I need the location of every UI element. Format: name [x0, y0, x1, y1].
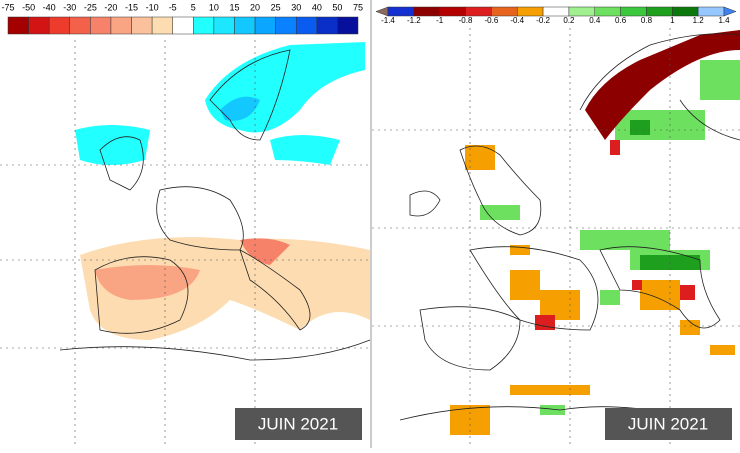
legend-label: 75	[353, 2, 363, 12]
left-map: JUIN 2021	[0, 40, 371, 448]
legend-label: 25	[271, 2, 281, 12]
legend-label: -25	[84, 2, 97, 12]
legend-label: 0.6	[615, 16, 627, 25]
legend-swatch	[151, 16, 173, 35]
legend-swatch	[697, 6, 725, 17]
legend-label: -15	[125, 2, 138, 12]
legend-label: 1.2	[693, 16, 705, 25]
anomaly-area	[585, 30, 740, 140]
map-background	[372, 28, 740, 448]
legend-label: -0.8	[459, 16, 473, 25]
anomaly-area	[450, 145, 735, 435]
legend-swatch	[254, 16, 276, 35]
legend-swatch	[413, 6, 440, 17]
anomaly-area	[75, 125, 150, 165]
legend-label: -1.2	[407, 16, 421, 25]
legend-swatch	[316, 16, 338, 35]
anomaly-area	[630, 120, 700, 270]
legend-label: -30	[63, 2, 76, 12]
legend-swatch	[594, 6, 621, 17]
legend-swatch	[110, 16, 132, 35]
legend-swatch	[69, 16, 91, 35]
right-map: JUIN 2021	[372, 28, 740, 448]
legend-label: -10	[146, 2, 159, 12]
legend-label: 10	[209, 2, 219, 12]
legend-label: 0.8	[641, 16, 653, 25]
anomaly-area	[480, 60, 740, 415]
caption: JUIN 2021	[628, 414, 708, 433]
legend-swatch	[90, 16, 112, 35]
legend-label: -50	[22, 2, 35, 12]
legend-label: -0.2	[536, 16, 550, 25]
legend-label: 20	[250, 2, 260, 12]
legend-label: -5	[169, 2, 177, 12]
anomaly-area	[95, 265, 200, 300]
coastline	[59, 49, 371, 361]
anomaly-area	[80, 237, 370, 340]
legend-swatch	[672, 6, 699, 17]
legend-swatch	[193, 16, 215, 35]
legend-swatch	[568, 6, 596, 17]
anomaly-area	[240, 238, 290, 265]
legend-swatch	[337, 16, 359, 35]
legend-swatch	[131, 16, 153, 35]
anomaly-area	[270, 135, 340, 165]
legend-swatch	[542, 6, 570, 17]
legend-label: 30	[291, 2, 301, 12]
legend-swatch	[275, 16, 297, 35]
legend-swatch	[375, 6, 389, 17]
legend-label: 15	[229, 2, 239, 12]
legend-swatch	[620, 6, 647, 17]
legend-swatch	[48, 16, 71, 35]
legend-label: 0.2	[563, 16, 575, 25]
legend-label: 0.4	[589, 16, 601, 25]
legend-label: 40	[312, 2, 322, 12]
caption-box	[235, 408, 362, 440]
legend-label: -40	[43, 2, 56, 12]
legend-swatch	[172, 16, 194, 35]
anomaly-area	[220, 96, 260, 121]
legend-label: 1	[670, 16, 675, 25]
legend-swatch	[491, 6, 518, 17]
legend-label: 1.4	[718, 16, 730, 25]
legend-label: -0.4	[510, 16, 524, 25]
legend-label: -1	[436, 16, 444, 25]
legend-swatch	[387, 6, 415, 17]
legend-swatch	[234, 16, 256, 35]
legend-swatch	[7, 16, 29, 35]
legend-swatch	[28, 16, 50, 35]
legend-swatch	[646, 6, 673, 17]
legend-label: -20	[104, 2, 117, 12]
legend-swatch	[213, 16, 235, 35]
legend-swatch	[295, 16, 318, 35]
legend-label: -75	[1, 2, 14, 12]
legend-swatch	[516, 6, 544, 17]
caption: JUIN 2021	[258, 414, 338, 433]
caption-box	[605, 408, 732, 440]
legend-label: -1.4	[381, 16, 395, 25]
legend-label: 5	[191, 2, 196, 12]
legend-label: -0.6	[484, 16, 498, 25]
legend-label: 50	[332, 2, 342, 12]
legend-swatch	[465, 6, 492, 17]
coastline	[399, 33, 740, 421]
legend-swatch	[723, 6, 737, 17]
legend-swatch	[439, 6, 466, 17]
